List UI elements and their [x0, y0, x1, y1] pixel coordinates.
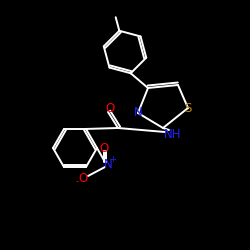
Text: NH: NH	[164, 128, 182, 140]
Text: O: O	[106, 102, 114, 114]
Text: S: S	[184, 102, 192, 114]
Text: O: O	[78, 172, 88, 184]
Text: N: N	[104, 158, 112, 172]
Text: +: +	[110, 156, 116, 164]
Text: -: -	[76, 178, 78, 186]
Text: N: N	[134, 106, 142, 120]
Text: O: O	[100, 142, 108, 154]
